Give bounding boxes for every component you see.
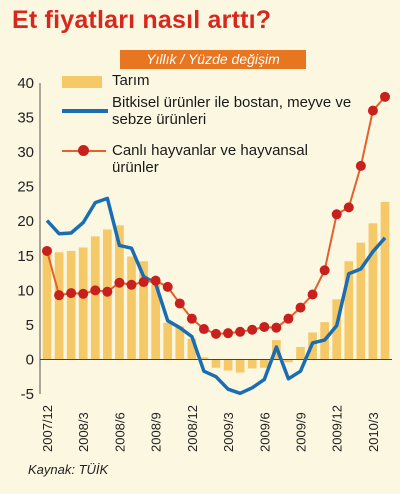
y-tick-label: 10 xyxy=(17,282,34,299)
legend-label-animal: Canlı hayvanlar ve hayvansal ürünler xyxy=(112,142,308,176)
source-note: Kaynak: TÜİK xyxy=(28,462,109,477)
y-tick-label: -5 xyxy=(21,386,34,403)
x-tick-label: 2008/12 xyxy=(185,405,200,452)
y-tick-label: 25 xyxy=(17,179,34,196)
marker-animal xyxy=(150,275,161,286)
marker-animal xyxy=(271,322,282,333)
bar-tarim xyxy=(223,359,233,371)
marker-animal xyxy=(78,288,89,299)
marker-animal xyxy=(54,290,65,301)
marker-animal xyxy=(355,160,366,171)
marker-animal xyxy=(295,302,306,313)
marker-animal xyxy=(283,313,294,324)
bar-tarim xyxy=(66,250,76,360)
marker-animal xyxy=(42,245,52,256)
legend-item-tarim: Tarım xyxy=(62,72,362,90)
legend-item-animal: Canlı hayvanlar ve hayvansal ürünler xyxy=(62,142,392,182)
bar-tarim xyxy=(235,359,245,373)
bar-tarim xyxy=(187,338,197,360)
bar-tarim xyxy=(90,236,100,360)
bar-tarim xyxy=(54,252,64,360)
x-tick-label: 2010/3 xyxy=(366,412,381,452)
chart-title: Et fiyatları nasıl arttı? xyxy=(12,6,272,34)
bar-tarim xyxy=(247,359,257,369)
y-tick-label: 20 xyxy=(17,213,34,230)
marker-animal xyxy=(247,324,258,335)
marker-animal xyxy=(307,289,318,300)
bar-tarim xyxy=(380,201,390,360)
x-tick-label: 2008/6 xyxy=(112,412,127,452)
marker-animal xyxy=(114,277,125,288)
bar-tarim xyxy=(151,284,160,360)
bar-tarim xyxy=(284,359,293,363)
marker-animal xyxy=(186,313,197,324)
marker-animal xyxy=(138,277,149,288)
x-tick-label: 2009/6 xyxy=(257,412,272,452)
series-line-plant xyxy=(45,196,387,396)
x-tick-label: 2009/3 xyxy=(221,412,236,452)
y-tick-label: 40 xyxy=(17,75,34,92)
marker-animal xyxy=(90,285,101,296)
bar-tarim xyxy=(332,299,342,360)
marker-animal xyxy=(174,298,185,309)
x-tick-label: 2009/9 xyxy=(294,412,309,452)
marker-animal xyxy=(102,286,113,297)
marker-animal xyxy=(198,324,209,335)
legend-item-plant: Bitkisel ürünler ile bostan, meyve ve se… xyxy=(62,94,392,134)
bar-tarim xyxy=(139,261,148,360)
y-tick-label: 5 xyxy=(26,317,34,334)
y-tick-label: 30 xyxy=(17,144,34,161)
bar-tarim xyxy=(368,223,378,360)
marker-animal xyxy=(319,265,330,276)
bar-tarim xyxy=(42,252,52,360)
marker-animal xyxy=(380,91,390,102)
legend-swatch-animal-marker xyxy=(78,145,89,156)
marker-animal xyxy=(162,281,173,292)
bar-tarim xyxy=(211,359,221,368)
x-tick-label: 2007/12 xyxy=(40,405,55,452)
legend-label-plant: Bitkisel ürünler ile bostan, meyve ve se… xyxy=(112,94,352,128)
y-tick-label: 15 xyxy=(17,248,34,265)
x-tick-label: 2009/12 xyxy=(330,405,345,452)
y-tick-label: 35 xyxy=(17,110,34,127)
bar-tarim xyxy=(356,242,366,360)
chart-subtitle: Yıllık / Yüzde değişim xyxy=(120,50,306,69)
x-tick-label: 2008/9 xyxy=(149,412,164,452)
legend-swatch-plant xyxy=(62,109,108,113)
legend-swatch-tarim xyxy=(62,76,102,88)
bar-tarim xyxy=(344,261,354,360)
bar-tarim xyxy=(78,247,88,360)
marker-animal xyxy=(259,321,270,332)
marker-animal xyxy=(367,105,378,116)
bar-tarim xyxy=(115,225,124,360)
marker-animal xyxy=(126,279,137,290)
bar-tarim xyxy=(127,256,136,360)
bar-tarim xyxy=(199,357,209,360)
bar-tarim xyxy=(175,326,185,360)
marker-animal xyxy=(211,328,221,339)
marker-animal xyxy=(343,202,354,213)
y-tick-label: 0 xyxy=(26,351,34,368)
marker-animal xyxy=(235,326,246,337)
marker-animal xyxy=(331,209,342,220)
bar-tarim xyxy=(163,322,173,360)
bar-tarim xyxy=(259,359,269,368)
marker-animal xyxy=(223,328,234,339)
x-tick-label: 2008/3 xyxy=(76,412,91,452)
bar-tarim xyxy=(296,347,305,360)
legend-label-tarim: Tarım xyxy=(112,72,150,89)
marker-animal xyxy=(66,288,77,299)
